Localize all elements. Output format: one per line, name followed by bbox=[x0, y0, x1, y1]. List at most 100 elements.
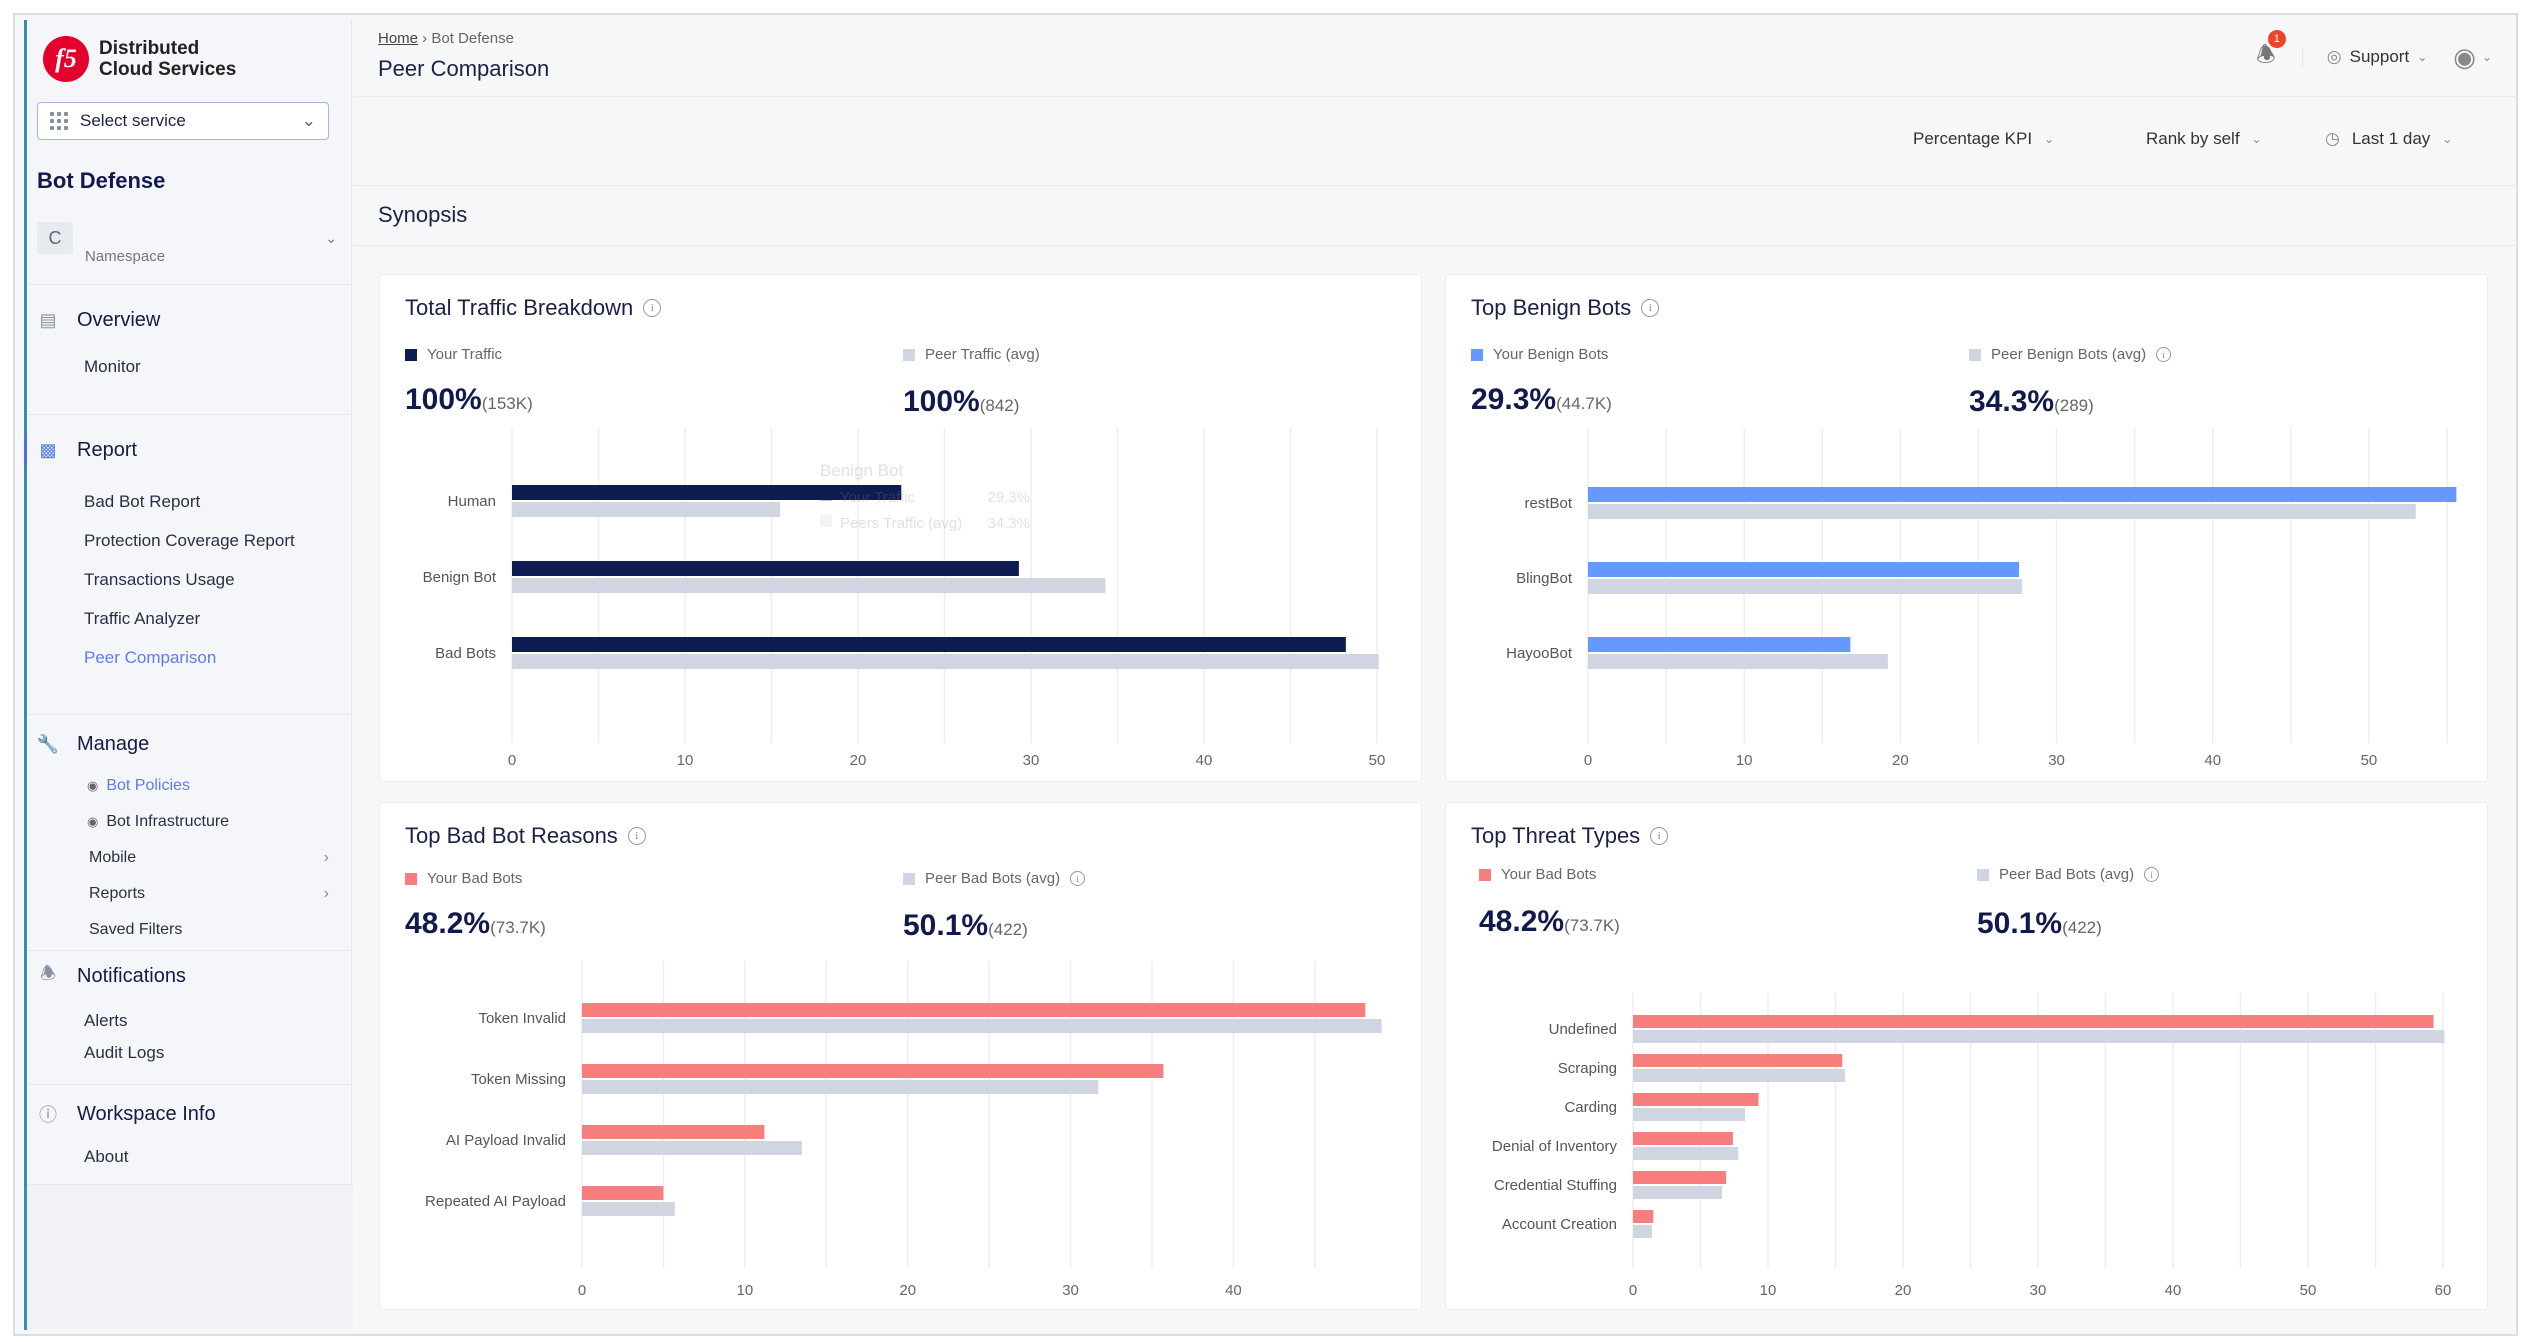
bar-you bbox=[1633, 1054, 1843, 1067]
nav-label: Manage bbox=[77, 732, 150, 755]
dropdown-label: Rank by self bbox=[2146, 129, 2240, 148]
kpi-you: 48.2%(73.7K) bbox=[405, 907, 546, 941]
category-label: Undefined bbox=[1549, 1021, 1617, 1038]
category-label: Account Creation bbox=[1502, 1216, 1617, 1233]
legend-you: Your Bad Bots bbox=[405, 870, 522, 887]
chevron-right-icon: › bbox=[323, 849, 329, 866]
eye-icon: ◉ bbox=[87, 778, 99, 793]
kpi-value: 100% bbox=[903, 385, 980, 418]
nav-item-peer-comparison[interactable]: Peer Comparison bbox=[84, 648, 217, 667]
kpi-count: (289) bbox=[2054, 396, 2094, 415]
kpi-dropdown[interactable]: Percentage KPI ⌄ bbox=[1913, 129, 2054, 149]
x-tick-label: 40 bbox=[2165, 1282, 2182, 1299]
x-tick-label: 0 bbox=[1629, 1282, 1637, 1299]
nav-item-bot-infrastructure[interactable]: ◉ Bot Infrastructure bbox=[87, 813, 327, 831]
overview-icon: ▤ bbox=[39, 309, 57, 330]
support-dropdown[interactable]: ◎ Support ⌄ bbox=[2301, 47, 2428, 67]
category-label: HayooBot bbox=[1506, 645, 1573, 662]
breadcrumb: Home › Bot Defense bbox=[378, 30, 514, 47]
namespace-selector[interactable]: C Namespace ⌄ bbox=[37, 222, 337, 282]
breadcrumb-current: Bot Defense bbox=[431, 30, 514, 47]
bar-peer bbox=[512, 654, 1379, 669]
kpi-value: 29.3% bbox=[1471, 383, 1557, 416]
legend-label: Your Benign Bots bbox=[1493, 346, 1609, 363]
namespace-label: Namespace bbox=[85, 248, 166, 265]
panel-title: Total Traffic Breakdown bbox=[405, 295, 634, 320]
select-service-dropdown[interactable]: Select service ⌄ bbox=[37, 102, 329, 140]
legend-label: Your Bad Bots bbox=[1501, 866, 1597, 883]
nav-item-mobile[interactable]: Mobile › bbox=[89, 849, 329, 867]
tooltip-row: Your Traffic 29.3% bbox=[820, 489, 1030, 506]
sidebar-footer bbox=[27, 1184, 353, 1330]
info-icon[interactable]: i bbox=[643, 299, 662, 317]
nav-notifications[interactable]: 🕭 Notifications bbox=[27, 961, 186, 991]
wrench-icon: 🔧 bbox=[36, 733, 60, 754]
info-icon[interactable]: i bbox=[2144, 867, 2160, 882]
bar-you bbox=[512, 637, 1346, 652]
nav-report[interactable]: ▩ Report bbox=[27, 435, 137, 465]
tooltip-value: 29.3% bbox=[987, 489, 1030, 506]
bar-peer bbox=[1588, 504, 2416, 519]
top-benign-bots-chart: 0 10 20 30 40 50 restBot BlingBot HayooBot bbox=[1506, 428, 2457, 769]
notifications-button[interactable]: 🕭 1 bbox=[2256, 30, 2286, 76]
kpi-count: (422) bbox=[2062, 918, 2102, 937]
x-tick-label: 0 bbox=[508, 752, 516, 769]
x-tick-label: 50 bbox=[2361, 752, 2378, 769]
nav-item-saved-filters[interactable]: Saved Filters bbox=[89, 921, 329, 939]
top-bad-bot-reasons-chart: 0 10 20 30 40 Token Invalid Token Missing AI Pa… bbox=[425, 961, 1382, 1299]
info-icon[interactable]: i bbox=[1650, 827, 1669, 845]
chevron-down-icon: ⌄ bbox=[2481, 50, 2492, 64]
nav-workspace-info[interactable]: ⓘ Workspace Info bbox=[27, 1099, 216, 1129]
legend-swatch bbox=[820, 515, 832, 527]
nav-item-transactions-usage[interactable]: Transactions Usage bbox=[84, 570, 235, 589]
chevron-down-icon: ⌄ bbox=[2417, 50, 2428, 64]
user-menu[interactable]: ◉ ⌄ bbox=[2453, 42, 2492, 73]
x-tick-label: 40 bbox=[1196, 752, 1213, 769]
nav-section-workspace: ⓘ Workspace Info About bbox=[27, 1084, 353, 1184]
rank-dropdown[interactable]: Rank by self ⌄ bbox=[2146, 129, 2262, 149]
bar-peer bbox=[1633, 1069, 1845, 1082]
bell-icon: 🕭 bbox=[39, 963, 57, 983]
nav-item-about[interactable]: About bbox=[84, 1147, 129, 1166]
kpi-value: 48.2% bbox=[405, 907, 491, 940]
kpi-peer: 34.3%(289) bbox=[1969, 385, 2094, 419]
chevron-right-icon: › bbox=[323, 885, 329, 902]
nav-item-protection-coverage-report[interactable]: Protection Coverage Report bbox=[84, 531, 295, 550]
nav-item-reports[interactable]: Reports › bbox=[89, 885, 329, 903]
legend-label: Peer Bad Bots (avg) bbox=[1999, 866, 2135, 883]
dropdown-label: Percentage KPI bbox=[1913, 129, 2033, 148]
info-icon[interactable]: i bbox=[1641, 299, 1660, 317]
x-tick-label: 30 bbox=[1062, 1282, 1079, 1299]
nav-item-audit-logs[interactable]: Audit Logs bbox=[84, 1043, 165, 1062]
breadcrumb-home[interactable]: Home bbox=[378, 30, 419, 47]
logo[interactable]: f5 Distributed Cloud Services bbox=[43, 36, 236, 82]
nav-item-monitor[interactable]: Monitor bbox=[84, 357, 141, 376]
panel-title: Top Threat Types bbox=[1471, 823, 1641, 848]
x-tick-label: 10 bbox=[677, 752, 694, 769]
total-traffic-breakdown-panel: Total Traffic Breakdown i Your Traffic 10… bbox=[379, 274, 1422, 782]
clock-icon: ◷ bbox=[2325, 129, 2340, 148]
support-label: Support bbox=[2349, 47, 2410, 66]
nav-item-bot-policies[interactable]: ◉ Bot Policies bbox=[87, 777, 327, 795]
x-tick-label: 10 bbox=[1760, 1282, 1777, 1299]
bar-you bbox=[582, 1125, 765, 1139]
info-icon[interactable]: i bbox=[1070, 871, 1086, 886]
nav-item-bad-bot-report[interactable]: Bad Bot Report bbox=[84, 492, 201, 511]
x-tick-label: 20 bbox=[899, 1282, 916, 1299]
bar-peer bbox=[1633, 1147, 1739, 1160]
legend-label: Peer Benign Bots (avg) bbox=[1991, 346, 2147, 363]
nav-label: Workspace Info bbox=[77, 1102, 216, 1125]
nav-manage[interactable]: 🔧 Manage bbox=[27, 729, 150, 759]
info-icon[interactable]: i bbox=[2156, 347, 2172, 362]
tooltip-title: Benign Bot bbox=[820, 461, 904, 480]
nav-item-alerts[interactable]: Alerts bbox=[84, 1011, 128, 1030]
nav-overview[interactable]: ▤ Overview bbox=[27, 305, 160, 335]
category-label: restBot bbox=[1524, 495, 1572, 512]
time-range-dropdown[interactable]: ◷ Last 1 day ⌄ bbox=[2325, 129, 2452, 149]
category-label: Credential Stuffing bbox=[1494, 1177, 1617, 1194]
info-icon[interactable]: i bbox=[627, 827, 646, 845]
tooltip-value: 34.3% bbox=[987, 515, 1030, 532]
nav-label: Overview bbox=[77, 308, 161, 331]
nav-item-traffic-analyzer[interactable]: Traffic Analyzer bbox=[84, 609, 201, 628]
bar-peer bbox=[582, 1141, 802, 1155]
